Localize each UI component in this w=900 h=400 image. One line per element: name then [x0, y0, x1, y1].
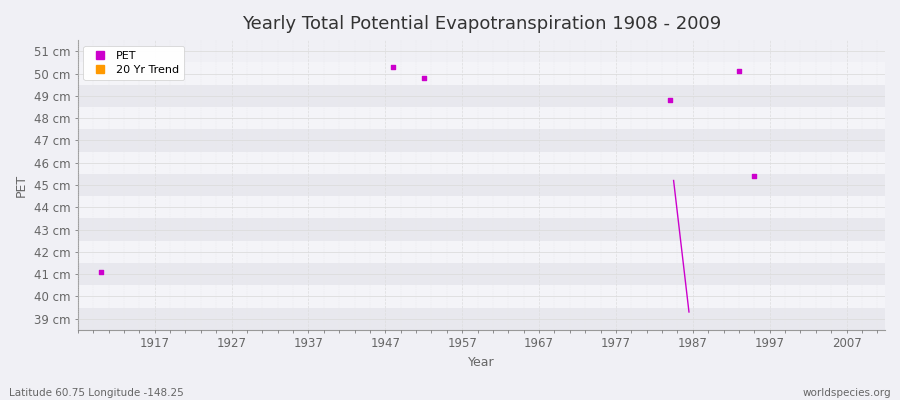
- Text: Latitude 60.75 Longitude -148.25: Latitude 60.75 Longitude -148.25: [9, 388, 184, 398]
- Bar: [77, 263, 885, 285]
- Bar: [77, 152, 885, 174]
- Point: [94, 269, 108, 275]
- Bar: [77, 308, 885, 330]
- Point: [662, 97, 677, 104]
- Bar: [77, 196, 885, 218]
- Bar: [77, 85, 885, 107]
- Bar: [77, 107, 885, 129]
- Legend: PET, 20 Yr Trend: PET, 20 Yr Trend: [84, 46, 184, 80]
- Bar: [77, 174, 885, 196]
- Point: [747, 173, 761, 179]
- Text: worldspecies.org: worldspecies.org: [803, 388, 891, 398]
- Bar: [77, 129, 885, 152]
- Bar: [77, 218, 885, 241]
- Bar: [77, 285, 885, 308]
- X-axis label: Year: Year: [468, 356, 495, 369]
- Point: [417, 75, 431, 81]
- Title: Yearly Total Potential Evapotranspiration 1908 - 2009: Yearly Total Potential Evapotranspiratio…: [242, 15, 721, 33]
- Y-axis label: PET: PET: [15, 173, 28, 196]
- Bar: [77, 62, 885, 85]
- Point: [732, 68, 746, 74]
- Point: [386, 64, 400, 70]
- Bar: [77, 241, 885, 263]
